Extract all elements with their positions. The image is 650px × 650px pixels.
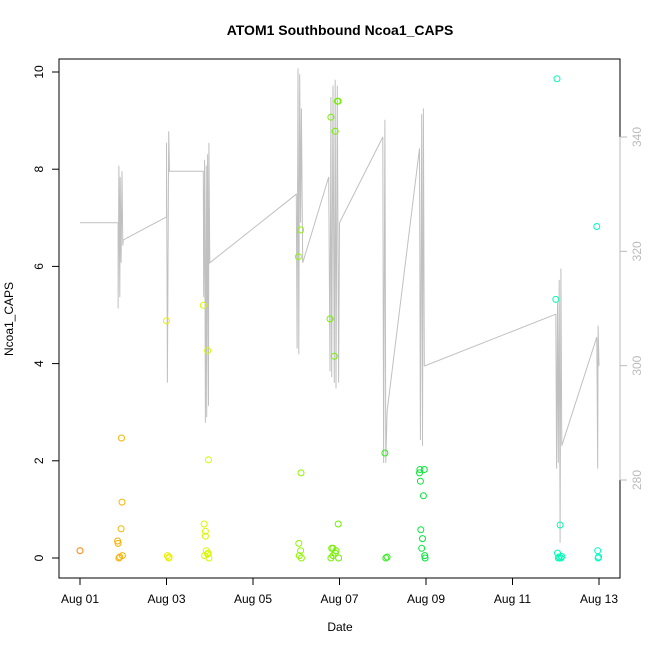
data-point xyxy=(330,352,338,360)
y-tick-label: 0 xyxy=(32,554,46,561)
data-point xyxy=(202,547,210,555)
data-point xyxy=(165,553,173,561)
x-tick-label: Aug 07 xyxy=(320,592,358,606)
data-point xyxy=(331,127,339,135)
data-point xyxy=(557,554,565,562)
x-axis: Aug 01 Aug 03 Aug 05 Aug 07 Aug 09 Aug 11 Aug … xyxy=(61,577,618,606)
data-point xyxy=(421,554,429,562)
x-tick-label: Aug 09 xyxy=(407,592,445,606)
data-point xyxy=(554,549,561,557)
data-point xyxy=(297,226,305,234)
y2-tick-label: 280 xyxy=(630,470,644,490)
x-tick-label: Aug 13 xyxy=(580,592,618,606)
y-tick-label: 8 xyxy=(32,166,46,173)
x-tick-label: Aug 01 xyxy=(61,592,99,606)
data-point xyxy=(335,554,343,562)
data-point xyxy=(334,520,342,528)
data-point xyxy=(201,532,209,540)
y2-axis-right: 280 300 320 340 xyxy=(619,127,644,490)
data-point xyxy=(205,554,213,562)
data-point xyxy=(421,552,429,560)
data-point xyxy=(204,347,212,354)
data-point xyxy=(163,317,170,325)
data-point xyxy=(553,75,561,83)
data-point xyxy=(331,549,339,557)
x-tick-label: Aug 11 xyxy=(494,592,531,606)
data-point xyxy=(417,526,425,534)
data-point xyxy=(115,554,123,562)
data-point xyxy=(420,466,428,473)
data-point xyxy=(558,553,566,560)
secondary-line xyxy=(80,68,600,543)
data-point xyxy=(416,466,424,473)
y2-tick-label: 300 xyxy=(630,355,644,375)
data-point xyxy=(294,253,302,261)
y2-tick-label: 320 xyxy=(630,241,644,261)
data-point xyxy=(334,97,342,105)
data-point xyxy=(326,315,334,323)
secondary-line-layer xyxy=(80,68,600,543)
data-point xyxy=(199,301,207,309)
y-tick-label: 4 xyxy=(32,360,46,367)
data-point xyxy=(419,535,426,543)
data-point xyxy=(327,113,335,121)
y-axis: 0 2 4 6 8 10 xyxy=(32,65,60,561)
data-point xyxy=(416,477,424,485)
data-points-layer xyxy=(76,75,603,562)
data-point xyxy=(593,223,601,230)
data-point xyxy=(419,492,427,500)
y-tick-label: 6 xyxy=(32,263,46,270)
x-axis-label: Date xyxy=(327,620,353,634)
data-point xyxy=(552,295,560,303)
data-point xyxy=(117,525,125,533)
data-point xyxy=(297,554,305,562)
data-point xyxy=(595,553,603,561)
y-tick-label: 10 xyxy=(32,65,46,79)
data-point xyxy=(118,498,126,506)
data-point xyxy=(118,434,125,442)
chart-title: ATOM1 Southbound Ncoa1_CAPS xyxy=(227,22,454,38)
data-point xyxy=(556,521,564,529)
x-tick-label: Aug 03 xyxy=(147,592,185,606)
data-point xyxy=(418,544,426,552)
data-point xyxy=(201,527,209,535)
data-point xyxy=(382,554,390,562)
data-point xyxy=(383,553,391,561)
data-point xyxy=(205,456,212,464)
data-point xyxy=(204,550,212,558)
data-point xyxy=(554,554,562,562)
data-point xyxy=(416,469,423,477)
data-point xyxy=(76,547,84,555)
data-point xyxy=(555,553,563,561)
y2-tick-label: 340 xyxy=(630,127,644,147)
x-tick-label: Aug 05 xyxy=(234,592,272,606)
data-point xyxy=(118,552,126,560)
y-axis-label: Ncoa1_CAPS xyxy=(2,282,16,356)
data-point xyxy=(297,469,305,477)
data-point xyxy=(200,520,208,528)
y-tick-label: 2 xyxy=(32,457,46,464)
data-point xyxy=(114,539,122,547)
data-point xyxy=(381,449,389,457)
data-point xyxy=(297,547,305,555)
data-point xyxy=(295,539,303,547)
